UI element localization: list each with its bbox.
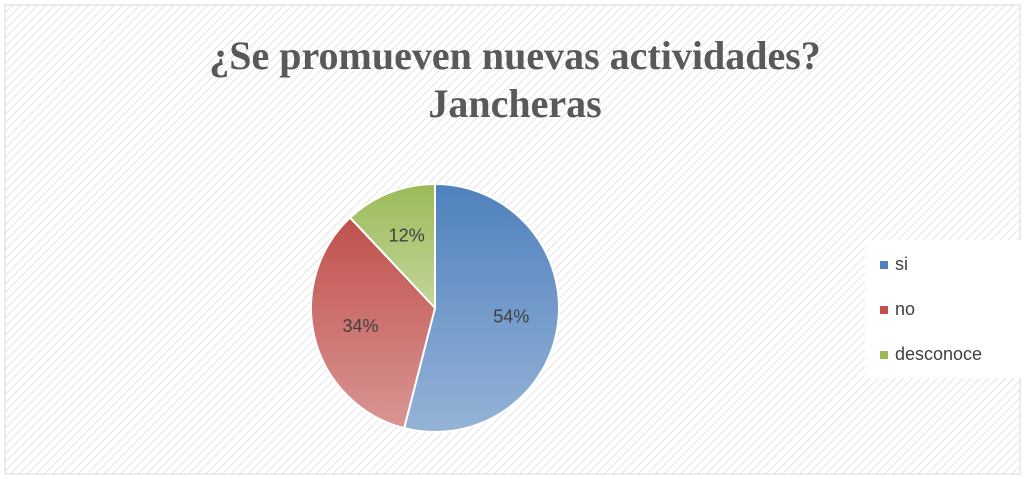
chart-title: Jancheras: [428, 81, 601, 126]
pie-slice: [348, 182, 436, 311]
legend-marker: [880, 261, 888, 269]
data-label: 54%: [493, 306, 529, 326]
pie-slice: [402, 182, 560, 433]
legend-marker: [880, 306, 888, 314]
legend-box: [865, 240, 1022, 378]
pie-slice: [310, 216, 437, 430]
legend-label: desconoce: [895, 344, 982, 364]
legend-label: si: [895, 254, 908, 274]
data-label: 12%: [389, 225, 425, 245]
chart-title: ¿Se promueven nuevas actividades?: [209, 33, 821, 78]
legend-label: no: [895, 299, 915, 319]
legend-marker: [880, 351, 888, 359]
data-label: 34%: [343, 316, 379, 336]
